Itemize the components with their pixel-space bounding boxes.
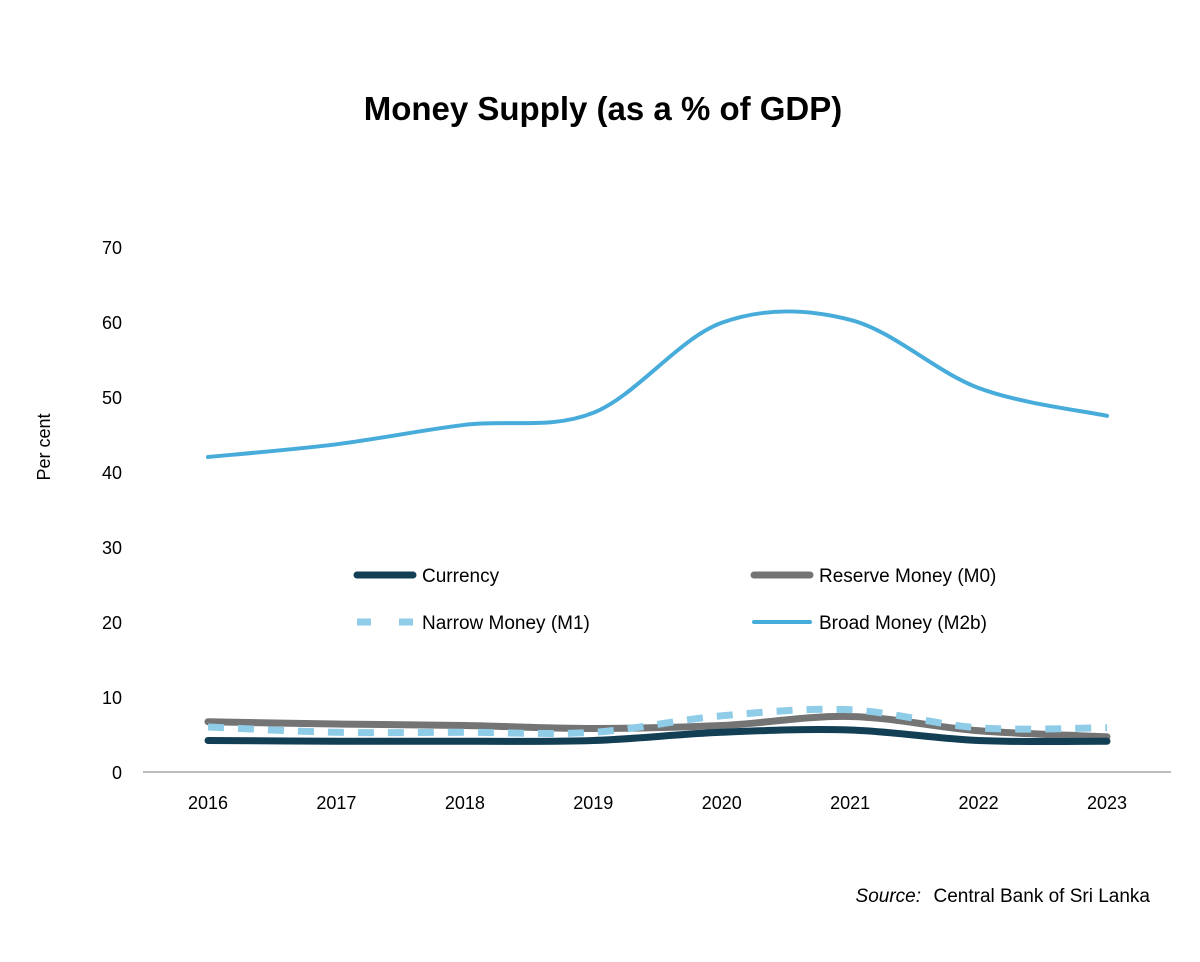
x-tick-label: 2021 bbox=[830, 793, 870, 813]
y-tick-label: 40 bbox=[102, 463, 122, 483]
y-tick-label: 50 bbox=[102, 388, 122, 408]
series-line-currency bbox=[204, 726, 1111, 746]
legend-label-reserve-money-m0: Reserve Money (M0) bbox=[819, 566, 996, 587]
legend-label-currency: Currency bbox=[422, 566, 500, 587]
x-tick-label: 2023 bbox=[1087, 793, 1127, 813]
series-line-broad-money-m2b bbox=[206, 309, 1109, 459]
y-tick-label: 60 bbox=[102, 313, 122, 333]
x-tick-label: 2017 bbox=[316, 793, 356, 813]
y-tick-label: 70 bbox=[102, 238, 122, 258]
y-tick-label: 10 bbox=[102, 688, 122, 708]
y-tick-label: 30 bbox=[102, 538, 122, 558]
legend-label-narrow-money-m1: Narrow Money (M1) bbox=[422, 613, 590, 634]
legend: Currency Reserve Money (M0) Narrow Money (… bbox=[353, 566, 996, 634]
x-tick-label: 2022 bbox=[959, 793, 999, 813]
source-label: Source: bbox=[856, 886, 921, 907]
y-tick-label: 20 bbox=[102, 613, 122, 633]
y-axis-label: Per cent bbox=[34, 413, 54, 480]
source-text: Central Bank of Sri Lanka bbox=[933, 886, 1150, 907]
y-tick-label: 0 bbox=[112, 763, 122, 783]
series-lines bbox=[204, 309, 1111, 746]
series-line-narrow-money-m1 bbox=[207, 705, 1108, 737]
source-note: Source: Central Bank of Sri Lanka bbox=[856, 886, 1151, 907]
legend-label-broad-money-m2b: Broad Money (M2b) bbox=[819, 613, 987, 634]
x-tick-labels: 2016 2017 2018 2019 2020 2021 2022 2023 bbox=[188, 793, 1127, 813]
chart-title: Money Supply (as a % of GDP) bbox=[364, 90, 843, 127]
x-tick-label: 2019 bbox=[573, 793, 613, 813]
x-tick-label: 2018 bbox=[445, 793, 485, 813]
y-tick-labels: 0 10 20 30 40 50 60 70 bbox=[102, 238, 122, 783]
x-tick-label: 2020 bbox=[702, 793, 742, 813]
x-tick-label: 2016 bbox=[188, 793, 228, 813]
